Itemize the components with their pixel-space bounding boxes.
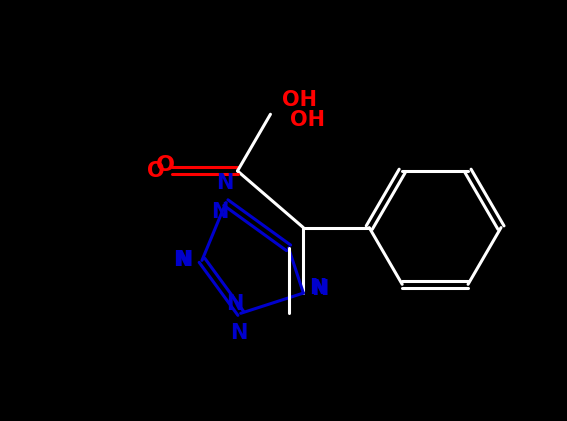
Text: N: N <box>211 202 229 222</box>
Text: N: N <box>215 173 233 193</box>
Text: N: N <box>310 278 327 298</box>
Text: O: O <box>147 161 165 181</box>
Text: N: N <box>311 279 328 299</box>
Text: N: N <box>226 294 243 314</box>
Text: OH: OH <box>290 110 325 131</box>
Text: N: N <box>231 322 248 343</box>
Text: O: O <box>156 155 175 175</box>
Text: N: N <box>173 250 191 270</box>
Text: OH: OH <box>282 91 317 110</box>
Text: N: N <box>175 250 193 270</box>
